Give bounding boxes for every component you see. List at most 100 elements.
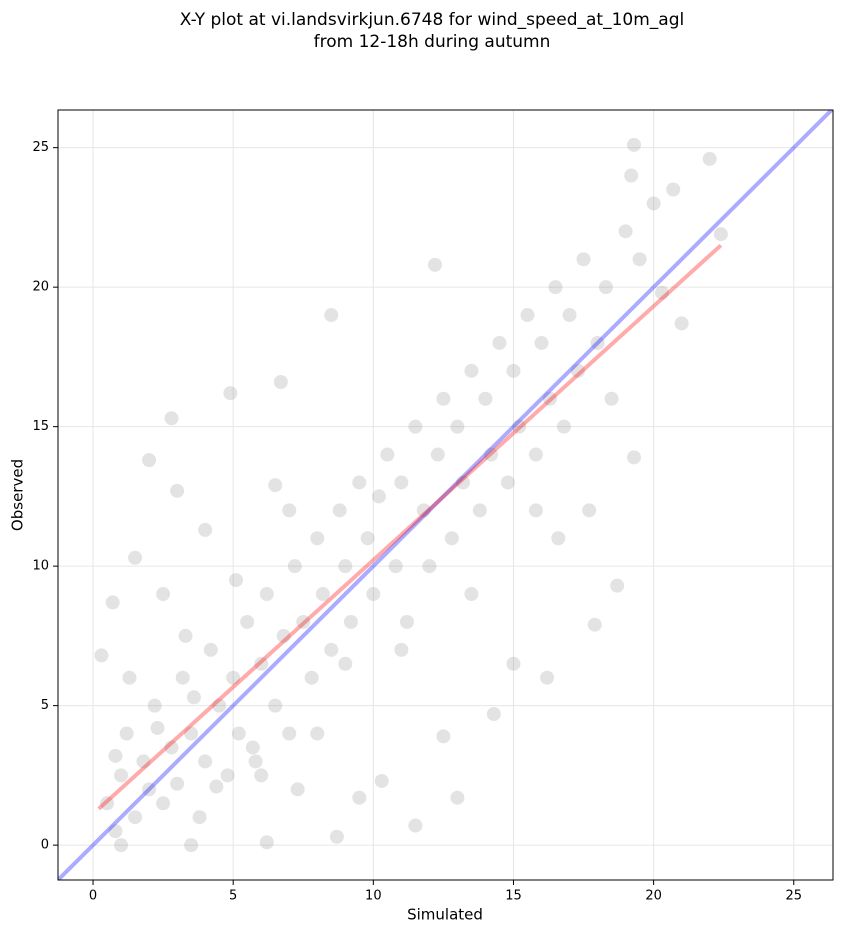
x-tick-label: 25 (785, 889, 802, 904)
point (352, 475, 367, 490)
points (94, 137, 728, 853)
plot-frame (57, 109, 834, 881)
point (150, 720, 165, 735)
point (175, 670, 190, 685)
point (290, 782, 305, 797)
point (324, 642, 339, 657)
chart-title: from 12-18h during autumn (314, 32, 551, 52)
point (164, 411, 179, 426)
point (540, 670, 555, 685)
point (184, 726, 199, 741)
point (352, 790, 367, 805)
x-tick-label: 10 (365, 889, 382, 904)
point (582, 503, 597, 518)
x-tick-label: 15 (505, 889, 522, 904)
point (287, 559, 302, 574)
point (472, 503, 487, 518)
point (500, 475, 515, 490)
point (170, 776, 185, 791)
point (114, 838, 129, 853)
point (626, 450, 641, 465)
point (576, 252, 591, 267)
point (371, 489, 386, 504)
point (486, 707, 501, 722)
point (436, 391, 451, 406)
point (374, 773, 389, 788)
point (512, 419, 527, 434)
point (624, 168, 639, 183)
point (590, 335, 605, 350)
point (329, 829, 344, 844)
point (268, 478, 283, 493)
point (610, 578, 625, 593)
x-tick-label: 20 (645, 889, 662, 904)
point (310, 726, 325, 741)
point (506, 656, 521, 671)
point (436, 729, 451, 744)
point (186, 690, 201, 705)
point (604, 391, 619, 406)
point (304, 670, 319, 685)
point (562, 308, 577, 323)
y-tick-label: 5 (41, 698, 49, 713)
point (444, 531, 459, 546)
point (666, 182, 681, 197)
x-tick-label: 5 (229, 889, 237, 904)
ticks: 0 5 10 15 20 25 0 5 10 15 20 25 (32, 140, 802, 903)
point (506, 363, 521, 378)
point (240, 614, 255, 629)
point (228, 573, 243, 588)
point (542, 391, 557, 406)
point (310, 531, 325, 546)
point (142, 453, 157, 468)
point (551, 531, 566, 546)
point (231, 726, 246, 741)
point (119, 726, 134, 741)
point (587, 617, 602, 632)
point (626, 137, 641, 152)
point (713, 227, 728, 242)
point (484, 447, 499, 462)
point (332, 503, 347, 518)
lines (58, 110, 833, 880)
point (655, 285, 670, 300)
y-tick-label: 15 (32, 419, 49, 434)
point (212, 698, 227, 713)
point (450, 790, 465, 805)
point (209, 779, 224, 794)
point (156, 587, 171, 602)
point (492, 335, 507, 350)
point (520, 308, 535, 323)
point (315, 587, 330, 602)
point (450, 419, 465, 434)
point (198, 754, 213, 769)
point (276, 628, 291, 643)
point (220, 768, 235, 783)
point (456, 475, 471, 490)
point (534, 335, 549, 350)
point (388, 559, 403, 574)
point (114, 768, 129, 783)
point (178, 628, 193, 643)
x-axis-label: Simulated (407, 906, 483, 924)
point (416, 503, 431, 518)
x-tick-label: 0 (89, 889, 97, 904)
point (618, 224, 633, 239)
point (254, 656, 269, 671)
point (223, 386, 238, 401)
y-tick-label: 0 (41, 838, 49, 853)
point (570, 363, 585, 378)
point (136, 754, 151, 769)
grid (58, 110, 833, 880)
point (164, 740, 179, 755)
point (122, 670, 137, 685)
y-tick-label: 25 (32, 140, 49, 155)
point (464, 363, 479, 378)
point (156, 796, 171, 811)
point (108, 824, 123, 839)
point (192, 810, 207, 825)
point (282, 503, 297, 518)
point (528, 447, 543, 462)
fit-line (97, 243, 723, 811)
